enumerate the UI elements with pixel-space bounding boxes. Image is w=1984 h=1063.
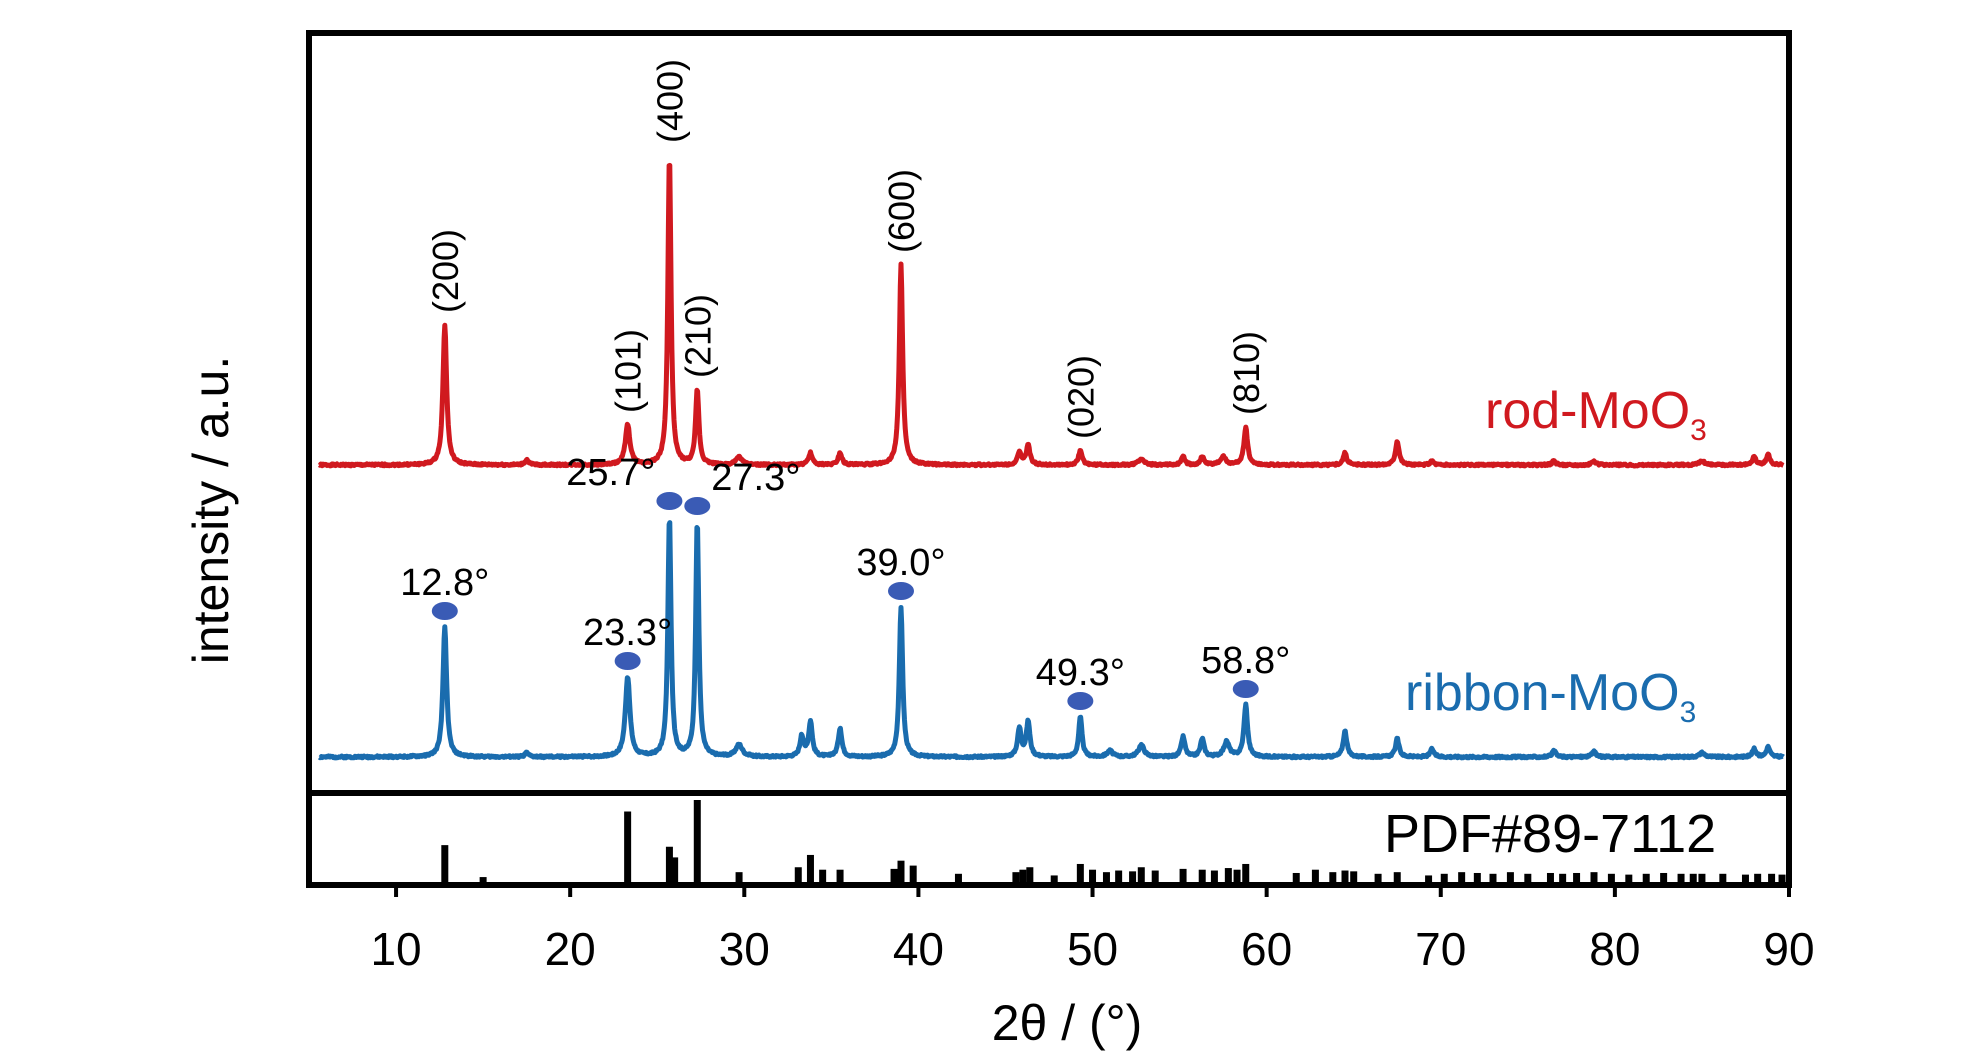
angle-label: 12.8°	[400, 562, 489, 604]
x-tick-label: 30	[719, 923, 770, 975]
peak-marker	[1232, 680, 1259, 698]
hkl-label: (600)	[881, 169, 922, 253]
x-tick-label: 50	[1067, 923, 1118, 975]
series-lines	[317, 162, 1786, 761]
angle-label: 49.3°	[1036, 652, 1125, 694]
x-tick-label: 90	[1763, 923, 1814, 975]
peak-marker	[614, 652, 641, 670]
angle-labels: 12.8° 23.3° 25.7° 27.3° 39.0° 49.3° 58.8°	[400, 452, 1290, 694]
x-tick-label: 20	[545, 923, 596, 975]
x-tick-label: 60	[1241, 923, 1292, 975]
angle-label: 27.3°	[711, 457, 800, 499]
peak-marker	[656, 492, 683, 510]
hkl-label: (400)	[649, 59, 690, 143]
x-tick-label: 80	[1589, 923, 1640, 975]
x-tick-label: 10	[370, 923, 421, 975]
angle-label: 25.7°	[566, 452, 655, 494]
series-line-1	[317, 520, 1786, 761]
hkl-label: (101)	[608, 329, 649, 413]
y-axis-title: intensity / a.u.	[183, 356, 239, 665]
angle-label: 23.3°	[583, 612, 672, 654]
angle-label: 58.8°	[1201, 640, 1290, 682]
hkl-label: (200)	[425, 229, 466, 313]
series-label-rod: rod-MoO3	[1485, 382, 1707, 447]
peak-marker	[1067, 692, 1094, 710]
hkl-labels: (200) (101) (400) (210) (600) (020) (810)	[425, 59, 1267, 439]
x-tick-label: 70	[1415, 923, 1466, 975]
peak-marker	[431, 602, 458, 620]
x-tick-label: 40	[893, 923, 944, 975]
angle-label: 39.0°	[856, 542, 945, 584]
reference-label: PDF#89-7112	[1384, 804, 1716, 864]
hkl-label: (210)	[677, 294, 718, 378]
reference-lines	[441, 800, 1786, 882]
peak-marker	[888, 582, 914, 600]
series-label-ribbon: ribbon-MoO3	[1405, 664, 1696, 729]
reference-panel-frame	[306, 790, 1792, 888]
hkl-label: (020)	[1060, 355, 1101, 439]
x-axis-title: 2θ / (°)	[992, 995, 1143, 1051]
x-axis-ticks: 10 20 30 40 50 60 70 80 90	[370, 885, 1815, 975]
peak-markers	[431, 492, 1259, 710]
hkl-label: (810)	[1226, 331, 1267, 415]
peak-marker	[684, 497, 711, 515]
series-line-0	[317, 162, 1786, 469]
